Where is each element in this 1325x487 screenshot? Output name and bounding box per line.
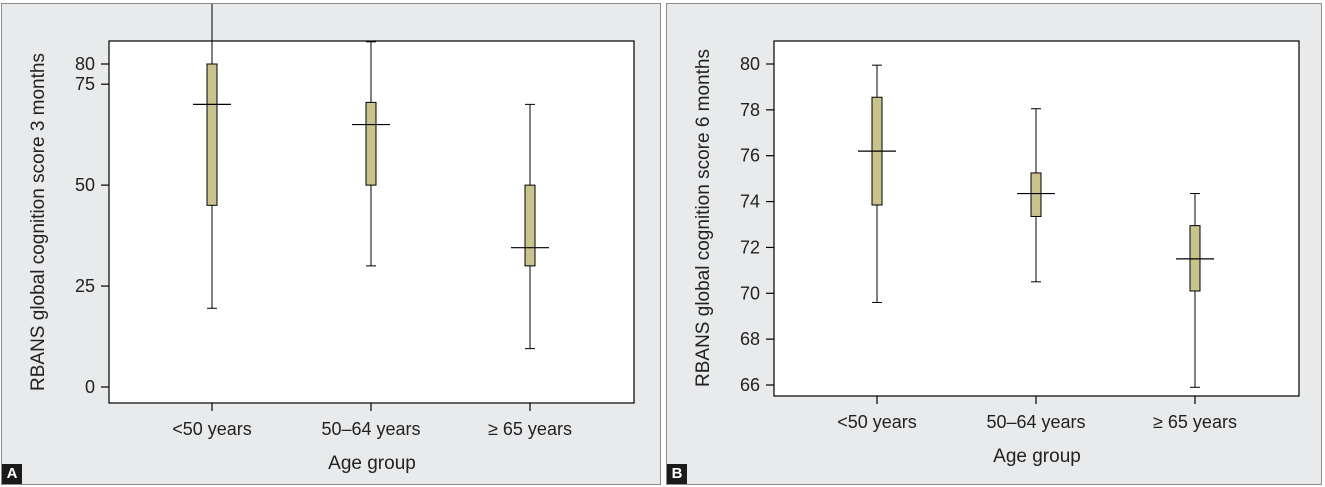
y-tick-label: 76 xyxy=(740,146,760,166)
x-tick-label: 50–64 years xyxy=(321,419,420,439)
box-iqr xyxy=(524,184,536,267)
x-tick-label: ≥ 65 years xyxy=(1153,412,1237,432)
x-tick-label: <50 years xyxy=(837,412,917,432)
x-tick-label: 50–64 years xyxy=(986,412,1085,432)
box-iqr xyxy=(1030,172,1042,217)
box-iqr xyxy=(206,63,218,206)
y-tick-label: 25 xyxy=(75,276,95,296)
y-tick-label: 0 xyxy=(85,377,95,397)
y-tick-label: 50 xyxy=(75,175,95,195)
boxplot-chart-b: RBANS global cognition score 6 months Ag… xyxy=(693,40,1300,467)
x-axis-title: Age group xyxy=(328,453,416,474)
y-axis-title: RBANS global cognition score 6 months xyxy=(693,49,714,387)
y-axis-title: RBANS global cognition score 3 months xyxy=(28,53,49,391)
panel-b: RBANS global cognition score 6 months Ag… xyxy=(666,3,1322,485)
y-tick-label: 68 xyxy=(740,329,760,349)
y-tick-label: 66 xyxy=(740,375,760,395)
y-tick-label: 80 xyxy=(75,54,95,74)
boxplot-chart-a: RBANS global cognition score 3 months Ag… xyxy=(28,4,635,474)
x-tick-label: ≥ 65 years xyxy=(488,419,572,439)
y-tick-label: 80 xyxy=(740,54,760,74)
panel-a: RBANS global cognition score 3 months Ag… xyxy=(1,3,661,485)
y-tick-label: 78 xyxy=(740,100,760,120)
x-axis-title: Age group xyxy=(993,446,1081,467)
y-tick-label: 75 xyxy=(75,74,95,94)
chart-marks: 66 68 70 72 74 76 78 80 <50 years 50–64 years ≥ 65… xyxy=(740,54,1237,432)
y-tick-label: 72 xyxy=(740,237,760,257)
panel-label: A xyxy=(2,464,22,484)
y-tick-label: 74 xyxy=(740,192,760,212)
y-tick-label: 70 xyxy=(740,283,760,303)
x-tick-label: <50 years xyxy=(172,419,252,439)
panel-label: B xyxy=(667,464,687,484)
box-iqr xyxy=(365,101,377,186)
